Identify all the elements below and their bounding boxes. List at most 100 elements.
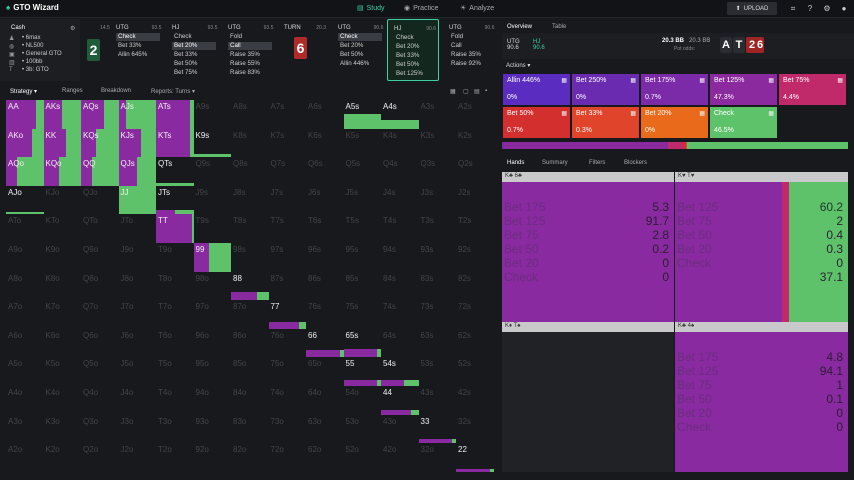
list-view-icon[interactable]: ▤	[474, 89, 480, 95]
hand-cell[interactable]: A8s	[231, 100, 269, 129]
nav-practice-tab[interactable]: ◉ Practice	[404, 4, 439, 13]
hand-cell[interactable]: A3o	[6, 415, 44, 444]
seat-action-column[interactable]: 14.5	[82, 19, 110, 81]
action-option[interactable]: Bet 50%	[174, 60, 198, 67]
hand-cell[interactable]: JTo	[119, 214, 157, 243]
app-logo[interactable]: ♠ GTO Wizard	[6, 3, 59, 12]
action-box[interactable]: Bet 250% 0% ▦	[572, 74, 639, 105]
actions-dropdown[interactable]: Actions ▾	[506, 63, 531, 69]
hand-cell[interactable]: 74s	[381, 300, 419, 329]
hand-cell[interactable]: K3o	[44, 415, 82, 444]
action-detail-icon[interactable]: ▦	[561, 111, 567, 117]
action-box[interactable]: Check 46.5% ▦	[710, 107, 777, 138]
grid-view-icon[interactable]: ▦	[450, 89, 456, 95]
hand-cell[interactable]: 72s	[456, 300, 494, 329]
hand-cell[interactable]: 65o	[306, 357, 344, 386]
action-option[interactable]: Bet 20%	[172, 42, 216, 50]
hand-cell[interactable]: K8s	[231, 129, 269, 158]
hand-cell[interactable]: KJs	[118, 128, 156, 158]
hand-cell[interactable]: KK	[43, 128, 81, 158]
hand-cell[interactable]: K5o	[44, 357, 82, 386]
tab-hands[interactable]: Hands	[507, 160, 525, 166]
action-box[interactable]: Bet 33% 0.3% ▦	[572, 107, 639, 138]
hand-cell[interactable]: J5s	[344, 186, 382, 215]
hand-cell[interactable]: 83s	[419, 272, 457, 301]
hand-cell[interactable]: KTs	[156, 128, 194, 158]
hand-cell[interactable]: J7s	[269, 186, 307, 215]
seat-action-column[interactable]: UTG 90.6 Fold Call Raise 35% Raise 92%	[443, 19, 497, 81]
hand-cell[interactable]: AA	[6, 100, 44, 129]
hand-cell[interactable]: 65s	[343, 329, 381, 358]
hand-cell[interactable]: QJs	[118, 157, 156, 186]
hand-cell[interactable]: 53o	[344, 415, 382, 444]
upload-button[interactable]: ⬆ UPLOAD	[727, 2, 777, 15]
hand-cell[interactable]: T6s	[306, 214, 344, 243]
hand-cell[interactable]: 99	[193, 243, 231, 272]
hand-cell[interactable]: 32s	[456, 415, 494, 444]
hand-cell[interactable]: Q7s	[269, 157, 307, 186]
hand-cell[interactable]: 74o	[269, 386, 307, 415]
hand-cell[interactable]: A7o	[6, 300, 44, 329]
hand-cell[interactable]: 83o	[231, 415, 269, 444]
hand-cell[interactable]: 82o	[231, 443, 269, 472]
hand-cell[interactable]: A8o	[6, 272, 44, 301]
hand-cell[interactable]: J6o	[119, 329, 157, 358]
user-icon[interactable]: ●	[841, 4, 847, 13]
hand-cell[interactable]: AKo	[6, 128, 44, 158]
hand-cell[interactable]: T2o	[156, 443, 194, 472]
hand-cell[interactable]: 93s	[419, 243, 457, 272]
hand-cell[interactable]: K2s	[456, 129, 494, 158]
hand-cell[interactable]: 52o	[344, 443, 382, 472]
hand-cell[interactable]: 63s	[419, 329, 457, 358]
hand-combo-panel[interactable]: K♣ 6♣ Bet 175 5.3 Bet 125 91.7 Bet 75 2.8 Bet 5…	[502, 172, 674, 322]
hand-cell[interactable]: 72o	[269, 443, 307, 472]
hand-cell[interactable]: 75o	[269, 357, 307, 386]
hand-cell[interactable]: 64s	[381, 329, 419, 358]
tab-breakdown[interactable]: Breakdown	[101, 88, 132, 94]
hand-cell[interactable]: A4o	[6, 386, 44, 415]
hand-cell[interactable]: K9s	[193, 129, 231, 158]
hand-cell[interactable]: A6s	[306, 100, 344, 129]
hand-cell[interactable]: ATs	[156, 100, 194, 129]
hand-cell[interactable]: 62o	[306, 443, 344, 472]
hand-cell[interactable]: 43s	[419, 386, 457, 415]
hand-cell[interactable]: A2o	[6, 443, 44, 472]
hand-cell[interactable]: J9o	[119, 243, 157, 272]
action-option[interactable]: Allin 446%	[340, 60, 370, 67]
hand-cell[interactable]: 82s	[456, 272, 494, 301]
hand-cell[interactable]: 96o	[194, 329, 232, 358]
hand-cell[interactable]: K7o	[44, 300, 82, 329]
hand-cell[interactable]: 86o	[231, 329, 269, 358]
action-detail-icon[interactable]: ▦	[630, 111, 636, 117]
hand-cell[interactable]: 62s	[456, 329, 494, 358]
action-box[interactable]: Bet 175% 0.7% ▦	[641, 74, 708, 105]
hand-cell[interactable]: JTs	[156, 186, 194, 215]
nav-analyze-tab[interactable]: ☀ Analyze	[460, 4, 495, 13]
action-option[interactable]: Bet 20%	[340, 42, 364, 49]
tab-table[interactable]: Table	[552, 24, 567, 30]
hand-cell[interactable]: 54o	[344, 386, 382, 415]
hand-cell[interactable]: T3s	[419, 214, 457, 243]
action-detail-icon[interactable]: ▦	[768, 78, 774, 84]
hand-cell[interactable]: 54s	[381, 357, 419, 386]
hand-cell[interactable]: Q5s	[344, 157, 382, 186]
hand-cell[interactable]: T8s	[231, 214, 269, 243]
hand-cell[interactable]: J4s	[381, 186, 419, 215]
tab-blockers[interactable]: Blockers	[624, 160, 648, 166]
hand-cell[interactable]: 32o	[419, 443, 457, 472]
hand-cell[interactable]: 76o	[269, 329, 307, 358]
hand-cell[interactable]: Q6o	[81, 329, 119, 358]
seat-action-column[interactable]: UTG 93.5 Fold Call Raise 35% Raise 55% Raise 8…	[222, 19, 276, 81]
nav-study-tab[interactable]: ▤ Study	[357, 4, 385, 13]
seat-action-column[interactable]: HJ 90.6 Check Bet 20% Bet 33% Bet 50% Bet 125%	[387, 19, 439, 81]
hand-cell[interactable]: KQs	[81, 128, 119, 158]
hand-cell[interactable]: K9o	[44, 243, 82, 272]
hand-combo-panel[interactable]: K♥ T♥ Bet 125 60.2 Bet 75 2 Bet 50 0.4 Bet 20 0.…	[675, 172, 848, 322]
hand-cell[interactable]: A7s	[269, 100, 307, 129]
hand-cell[interactable]: A3s	[419, 100, 457, 129]
hand-cell[interactable]: 97o	[194, 300, 232, 329]
hand-cell[interactable]: KTo	[44, 214, 82, 243]
hand-cell[interactable]: J8o	[119, 272, 157, 301]
hand-cell[interactable]: ATo	[6, 214, 44, 243]
hand-cell[interactable]: QJo	[81, 186, 119, 215]
